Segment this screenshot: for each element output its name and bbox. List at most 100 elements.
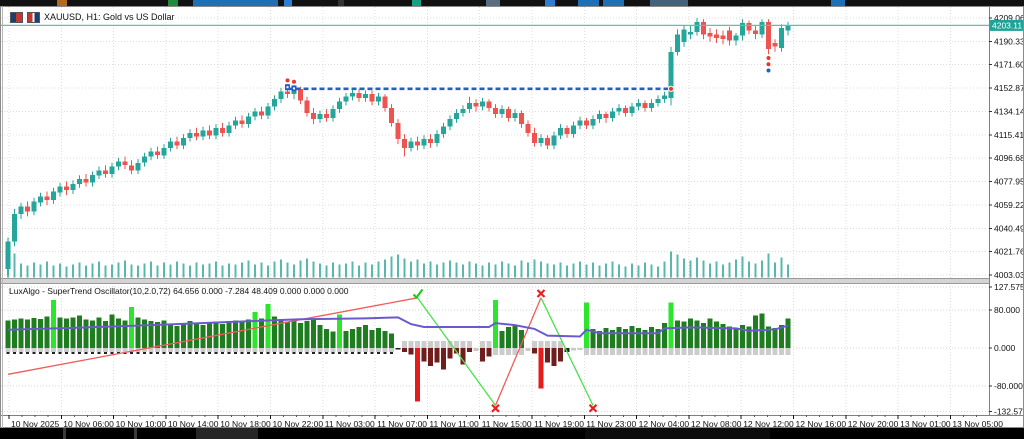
candle-body [350,92,355,97]
candle-body [662,95,667,100]
osc-bar [259,318,264,348]
osc-bar [701,323,706,348]
osc-bar [649,327,654,348]
axis-label: 4077.95 [994,177,1023,187]
chart-canvas[interactable]: 4209.06 4190.33 4171.60 4152.87 4134.14 4115.… [1,7,1023,427]
volume-bar [299,260,302,278]
candle-body [155,151,160,156]
toolbar-segment[interactable] [486,0,500,6]
volume-bar [410,261,412,278]
toolbar-segment[interactable] [168,0,178,6]
osc-gray-bar [291,348,297,352]
osc-bar [181,323,186,348]
axis-label: 10 Nov 14:00 [168,419,219,427]
toolbar-segment[interactable] [63,428,66,439]
osc-dot [110,352,114,354]
osc-dot [221,352,224,354]
toolbar-segment[interactable] [578,0,599,6]
osc-bar [486,348,492,357]
axis-label: 4003.03 [994,270,1023,280]
toolbar-segment[interactable] [284,0,292,6]
candle-body [746,23,752,31]
osc-gray-bar [655,348,661,355]
osc-bar [239,322,245,348]
osc-bar [785,318,791,348]
candle-body [77,179,82,184]
axis-label: 11 Nov 03:00 [325,419,375,427]
toolbar-segment[interactable] [545,0,555,6]
volume-bar [345,263,347,278]
taskbar-strip[interactable] [0,428,1024,439]
candle-body [785,25,791,31]
volume-bar [228,263,230,278]
osc-bar [538,348,544,389]
volume-bar [293,264,295,278]
osc-bar [460,348,466,365]
toolbar-segment[interactable] [338,0,344,6]
toolbar-segment[interactable] [603,0,624,6]
toolbar-segment[interactable] [193,0,278,6]
osc-gray-bar [681,348,687,355]
candle-body [304,100,310,113]
toolbar-strip[interactable] [0,0,1024,6]
candle-body [597,114,602,120]
axis-label: 4059.22 [994,200,1023,210]
toolbar-segment[interactable] [831,0,845,6]
axis-label: 4021.76 [994,247,1023,257]
toolbar-segment[interactable] [134,428,137,439]
osc-dot [247,352,250,354]
volume-layer [7,251,789,278]
volume-bar [189,265,191,278]
volume-bar [85,265,87,278]
osc-gray-bar [720,348,726,355]
toolbar-segment[interactable] [650,0,688,6]
candle-body [707,33,713,37]
osc-gray-bar [538,341,544,348]
axis-label: 4152.87 [994,83,1023,93]
volume-bar [689,260,692,278]
osc-gray-bar [233,348,238,352]
osc-dot [104,352,107,354]
osc-gray-bar [44,348,50,352]
osc-bar [350,328,355,348]
volume-bar [169,264,172,278]
osc-gray-bar [616,348,622,355]
volume-bar [384,259,386,278]
volume-bar [709,263,711,278]
osc-bar [207,323,212,348]
volume-bar [683,258,685,278]
osc-bar [220,324,225,348]
osc-gray-bar [38,348,43,352]
candle-body [200,130,206,137]
volume-bar [722,264,724,278]
osc-gray-bar [122,348,128,352]
candle-body [772,43,778,47]
toolbar-segment[interactable] [585,428,770,439]
current-price-tag [990,19,1023,31]
volume-bar [143,263,146,278]
volume-bar [618,264,620,278]
candle-body [636,102,641,107]
osc-gray-bar [545,341,550,348]
volume-bar [338,264,341,278]
osc-gray-bar [70,348,76,352]
price-axis[interactable]: 4209.06 4190.33 4171.60 4152.87 4134.14 4115.… [989,7,1023,416]
osc-gray-bar [129,348,134,352]
osc-dot [130,352,133,354]
toolbar-segment[interactable] [57,0,67,6]
volume-bar [507,263,510,278]
buy-check-mark [412,288,424,300]
candle-body [610,111,615,118]
osc-dot [19,352,23,354]
osc-gray-bar [330,348,336,352]
toolbar-segment[interactable] [412,0,421,6]
toolbar-segment[interactable] [196,428,258,439]
volume-bar [540,261,542,278]
volume-bar [553,264,555,278]
volume-bar [605,263,607,278]
axis-label: 127.575 [994,282,1023,292]
osc-gray-bar [629,348,635,355]
osc-gray-bar [590,348,596,355]
volume-bar [403,258,406,278]
time-axis[interactable]: 10 Nov 2025 10 Nov 06:00 10 Nov 10:00 10 No… [1,415,1023,427]
